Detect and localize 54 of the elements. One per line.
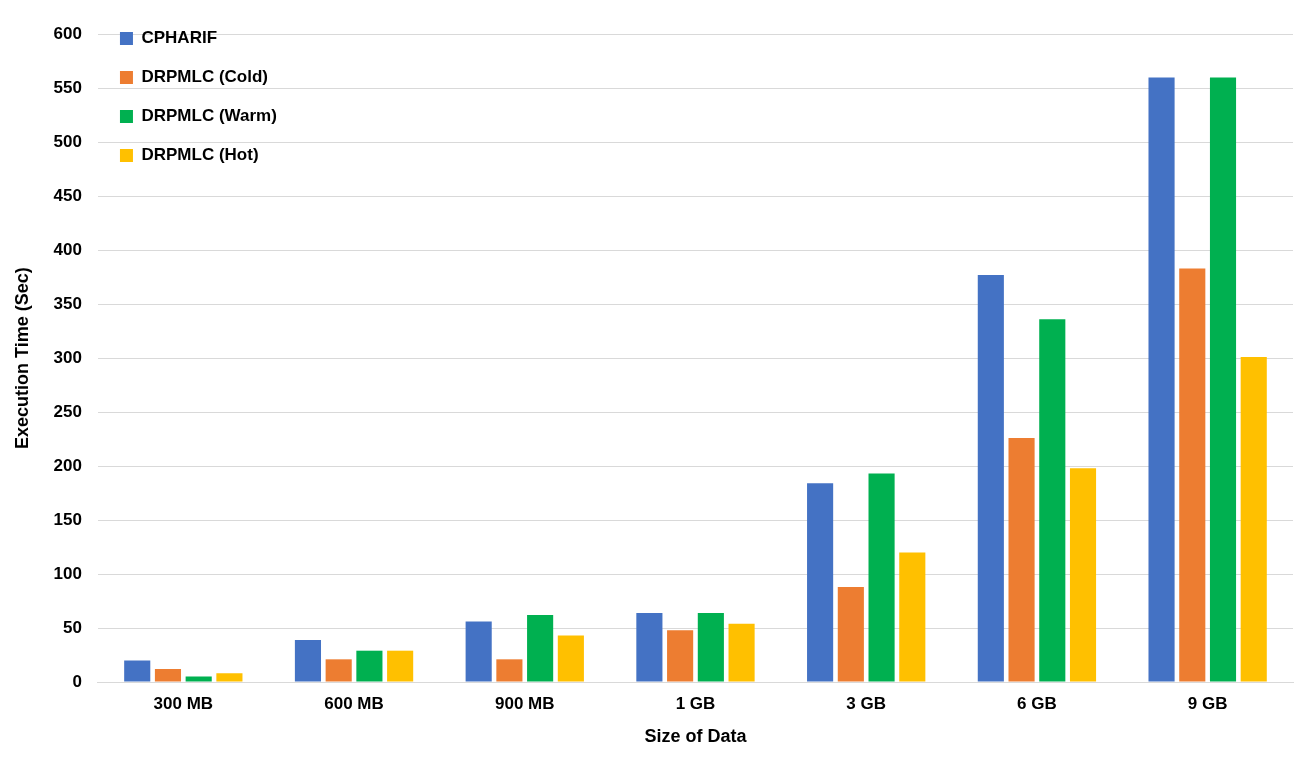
bar bbox=[1069, 468, 1097, 682]
legend-label: CPHARIF bbox=[141, 28, 218, 48]
bar bbox=[154, 669, 182, 682]
x-tick-label: 3 GB bbox=[846, 693, 887, 713]
bar bbox=[1008, 438, 1035, 682]
x-tick-label: 600 MB bbox=[324, 693, 384, 713]
bar bbox=[1148, 77, 1175, 682]
y-tick-label: 500 bbox=[53, 131, 82, 151]
bar bbox=[387, 650, 414, 682]
bar bbox=[837, 586, 864, 682]
bar bbox=[1209, 77, 1237, 682]
y-tick-label: 250 bbox=[53, 401, 82, 421]
bar bbox=[496, 659, 523, 682]
bar bbox=[667, 630, 694, 682]
x-tick-label: 1 GB bbox=[675, 693, 716, 713]
bar bbox=[557, 635, 584, 682]
bar bbox=[124, 660, 151, 682]
x-tick-label: 900 MB bbox=[495, 693, 555, 713]
legend-label: DRPMLC (Cold) bbox=[141, 67, 268, 87]
x-tick-label: 300 MB bbox=[153, 693, 214, 713]
bar bbox=[356, 650, 383, 682]
y-tick-label: 150 bbox=[53, 509, 82, 529]
bar bbox=[636, 612, 663, 682]
bar bbox=[294, 639, 322, 682]
bar bbox=[977, 274, 1004, 682]
bar bbox=[728, 623, 755, 682]
y-tick-label: 350 bbox=[53, 293, 82, 313]
bar bbox=[697, 612, 724, 682]
bar bbox=[185, 676, 212, 682]
y-tick-label: 600 bbox=[53, 23, 82, 43]
y-tick-label: 100 bbox=[53, 563, 82, 583]
y-tick-label: 50 bbox=[63, 617, 82, 637]
bar bbox=[465, 621, 492, 682]
bar bbox=[527, 615, 554, 682]
bar bbox=[1179, 268, 1206, 682]
bar bbox=[899, 552, 926, 682]
y-tick-label: 550 bbox=[53, 77, 82, 97]
x-tick-label: 6 GB bbox=[1017, 693, 1057, 713]
bar bbox=[1240, 357, 1267, 682]
bar bbox=[1039, 319, 1066, 682]
bar bbox=[325, 659, 352, 682]
bar bbox=[807, 483, 834, 682]
x-axis-title: Size of Data bbox=[644, 726, 748, 747]
y-tick-label: 200 bbox=[53, 455, 82, 475]
legend-label: DRPMLC (Hot) bbox=[141, 145, 259, 165]
y-tick-label: 0 bbox=[72, 671, 82, 691]
y-tick-label: 400 bbox=[53, 239, 82, 259]
bar bbox=[216, 673, 243, 682]
y-tick-label: 450 bbox=[53, 185, 82, 205]
bar bbox=[868, 473, 895, 682]
legend-label: DRPMLC (Warm) bbox=[141, 106, 277, 126]
y-tick-label: 300 bbox=[53, 347, 82, 367]
y-axis-title: Execution Time (Sec) bbox=[11, 267, 32, 449]
x-tick-label: 9 GB bbox=[1187, 693, 1228, 713]
